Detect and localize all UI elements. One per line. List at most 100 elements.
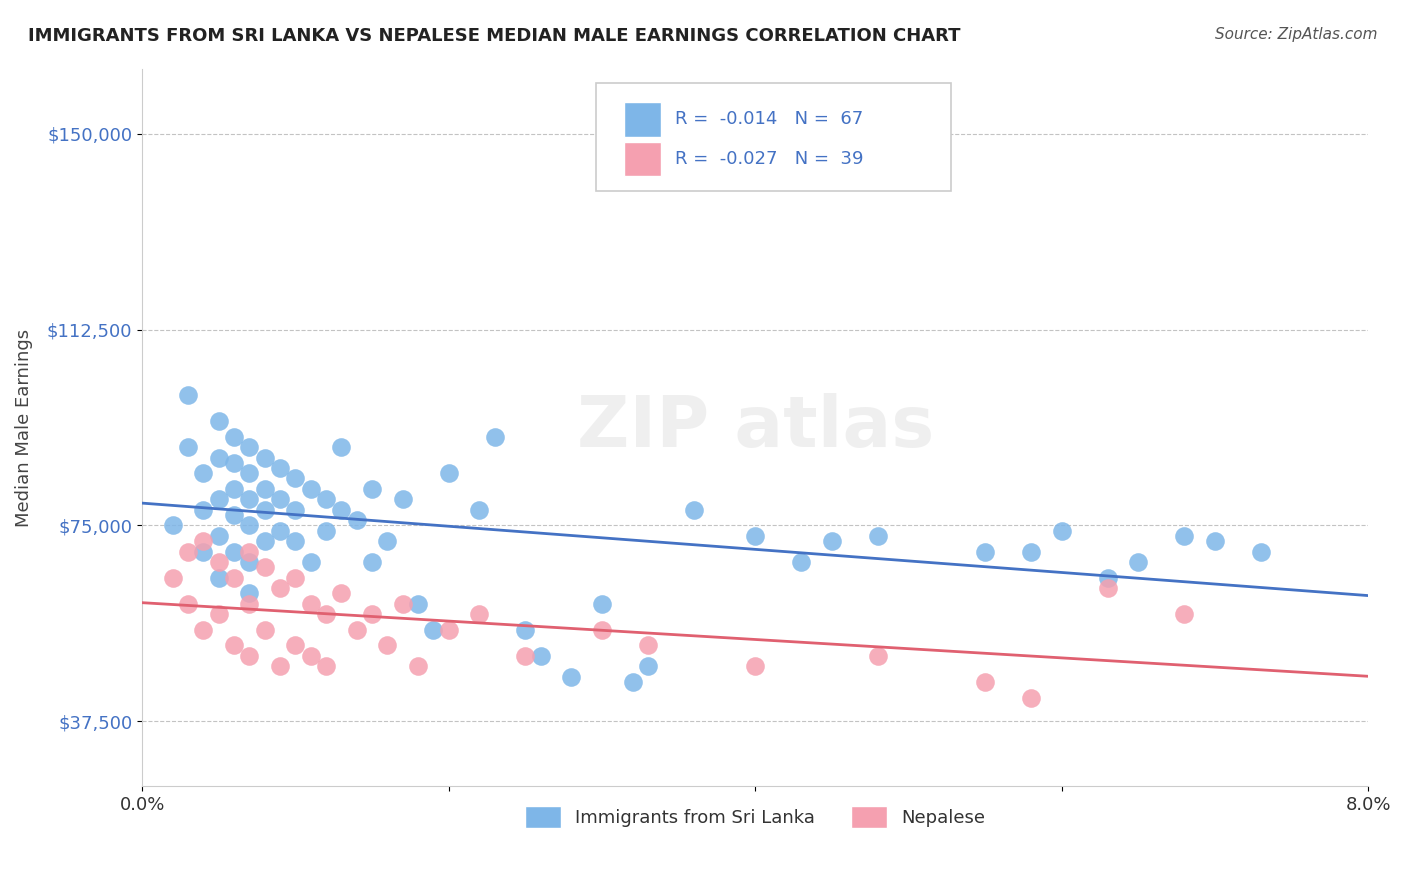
Point — [222, 571, 245, 585]
Point — [238, 440, 260, 454]
Point — [238, 586, 260, 600]
Text: Source: ZipAtlas.com: Source: ZipAtlas.com — [1215, 27, 1378, 42]
Point — [299, 482, 322, 496]
Point — [821, 534, 844, 549]
Point — [1050, 524, 1073, 538]
Point — [284, 534, 307, 549]
Point — [208, 529, 231, 543]
Point — [162, 571, 184, 585]
Point — [1097, 581, 1119, 595]
Point — [315, 492, 337, 507]
Point — [515, 623, 537, 637]
Point — [1097, 571, 1119, 585]
Point — [315, 524, 337, 538]
Point — [315, 659, 337, 673]
Point — [193, 502, 215, 516]
Point — [1128, 555, 1150, 569]
Point — [299, 648, 322, 663]
Point — [1173, 529, 1195, 543]
Point — [269, 659, 291, 673]
Point — [361, 607, 384, 622]
Legend: Immigrants from Sri Lanka, Nepalese: Immigrants from Sri Lanka, Nepalese — [517, 798, 993, 835]
Point — [177, 388, 200, 402]
Point — [238, 492, 260, 507]
Point — [515, 648, 537, 663]
Point — [222, 639, 245, 653]
Point — [269, 581, 291, 595]
Point — [253, 623, 276, 637]
Point — [208, 607, 231, 622]
Point — [284, 502, 307, 516]
Point — [1250, 544, 1272, 558]
Point — [238, 518, 260, 533]
Point — [269, 524, 291, 538]
Point — [222, 544, 245, 558]
Point — [1204, 534, 1226, 549]
Point — [468, 607, 491, 622]
Point — [253, 450, 276, 465]
Point — [193, 623, 215, 637]
Point — [591, 623, 613, 637]
Point — [253, 482, 276, 496]
Point — [346, 513, 368, 527]
Point — [177, 440, 200, 454]
Point — [974, 544, 997, 558]
Point — [238, 597, 260, 611]
Point — [1019, 690, 1042, 705]
Bar — [624, 142, 661, 177]
Point — [1019, 544, 1042, 558]
Point — [866, 648, 889, 663]
Point — [299, 555, 322, 569]
Point — [284, 571, 307, 585]
Point — [284, 471, 307, 485]
Point — [437, 623, 460, 637]
Point — [253, 534, 276, 549]
Point — [193, 534, 215, 549]
Bar — [624, 103, 661, 136]
Point — [391, 597, 413, 611]
Point — [790, 555, 813, 569]
Point — [406, 597, 429, 611]
Point — [222, 456, 245, 470]
Point — [560, 670, 582, 684]
Point — [238, 544, 260, 558]
Point — [208, 571, 231, 585]
Point — [177, 544, 200, 558]
Point — [637, 659, 659, 673]
Point — [422, 623, 444, 637]
Point — [330, 502, 353, 516]
Point — [683, 502, 706, 516]
Point — [866, 529, 889, 543]
Point — [269, 492, 291, 507]
Point — [208, 450, 231, 465]
Point — [193, 544, 215, 558]
Point — [222, 482, 245, 496]
FancyBboxPatch shape — [596, 83, 952, 191]
Text: R =  -0.014   N =  67: R = -0.014 N = 67 — [675, 111, 863, 128]
Point — [346, 623, 368, 637]
Point — [468, 502, 491, 516]
Y-axis label: Median Male Earnings: Median Male Earnings — [15, 328, 32, 526]
Point — [744, 529, 766, 543]
Point — [621, 675, 644, 690]
Point — [222, 430, 245, 444]
Point — [744, 659, 766, 673]
Point — [238, 648, 260, 663]
Point — [253, 502, 276, 516]
Point — [284, 639, 307, 653]
Text: IMMIGRANTS FROM SRI LANKA VS NEPALESE MEDIAN MALE EARNINGS CORRELATION CHART: IMMIGRANTS FROM SRI LANKA VS NEPALESE ME… — [28, 27, 960, 45]
Point — [162, 518, 184, 533]
Point — [484, 430, 506, 444]
Point — [193, 466, 215, 480]
Text: R =  -0.027   N =  39: R = -0.027 N = 39 — [675, 150, 863, 168]
Point — [391, 492, 413, 507]
Point — [238, 555, 260, 569]
Point — [222, 508, 245, 522]
Point — [361, 482, 384, 496]
Point — [1173, 607, 1195, 622]
Point — [269, 461, 291, 475]
Point — [299, 597, 322, 611]
Point — [637, 639, 659, 653]
Point — [177, 597, 200, 611]
Point — [208, 555, 231, 569]
